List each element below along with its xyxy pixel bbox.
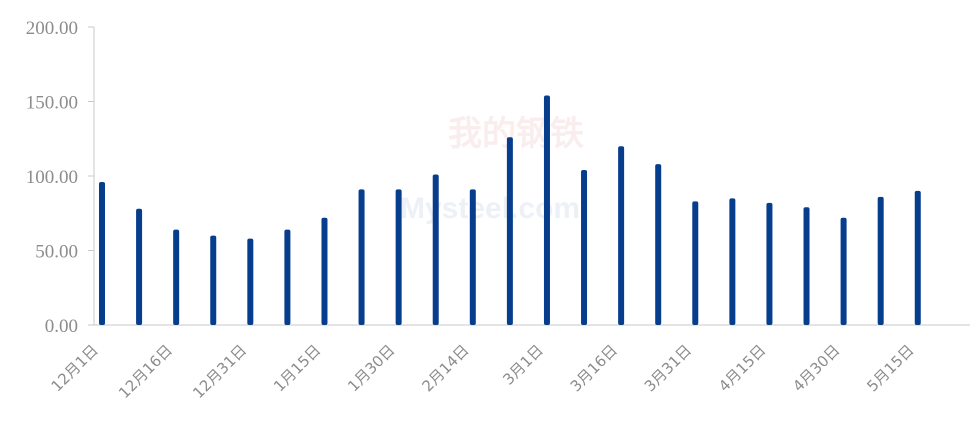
bar: [506, 137, 513, 325]
x-axis-ticks: 12月1日 12月16日 12月31日 1月15日 1月30日 2月14日 3月1日 3月16…: [48, 341, 918, 402]
bar: [729, 198, 736, 325]
watermark-chinese: 我的钢铁: [448, 114, 584, 154]
bar: [692, 201, 699, 325]
x-tick-label: 1月30日: [344, 341, 398, 395]
x-tick-label: 2月14日: [418, 341, 472, 395]
x-tick-label: 12月16日: [115, 341, 176, 402]
x-tick-label: 12月1日: [48, 341, 102, 395]
bar: [803, 207, 810, 325]
y-axis-ticks: 0.00 50.00 100.00 150.00 200.00: [26, 18, 94, 337]
y-tick-label: 50.00: [35, 242, 78, 263]
bar: [655, 164, 662, 325]
bar: [247, 238, 254, 325]
bar: [395, 189, 402, 325]
bar: [618, 146, 625, 325]
bar: [321, 217, 328, 325]
x-tick-label: 3月31日: [641, 341, 695, 395]
bar: [136, 208, 143, 325]
bar: [284, 229, 291, 325]
axes: [93, 27, 970, 326]
bar: [914, 190, 921, 325]
bar: [766, 202, 773, 325]
y-tick-label: 0.00: [45, 316, 78, 337]
watermark-english: Mysteel.com: [400, 192, 580, 225]
bar: [99, 181, 105, 325]
x-tick-label: 3月16日: [567, 341, 621, 395]
x-tick-label: 1月15日: [270, 341, 324, 395]
bar: [543, 95, 550, 325]
bar: [173, 229, 180, 325]
x-tick-label: 4月15日: [715, 341, 769, 395]
bars: [99, 95, 921, 325]
x-tick-label: 5月15日: [863, 341, 917, 395]
watermark: 我的钢铁 Mysteel.com: [400, 114, 584, 225]
bar: [432, 174, 439, 325]
y-tick-label: 150.00: [26, 93, 78, 114]
bar: [469, 189, 476, 325]
bar: [581, 170, 588, 325]
x-tick-label: 4月30日: [789, 341, 843, 395]
y-tick-label: 100.00: [26, 167, 78, 188]
y-tick-label: 200.00: [26, 18, 78, 39]
bar: [210, 235, 217, 325]
bar: [358, 189, 365, 325]
x-tick-label: 12月31日: [189, 341, 250, 402]
bar: [840, 217, 847, 325]
bar: [877, 196, 884, 325]
x-tick-label: 3月1日: [499, 341, 546, 388]
